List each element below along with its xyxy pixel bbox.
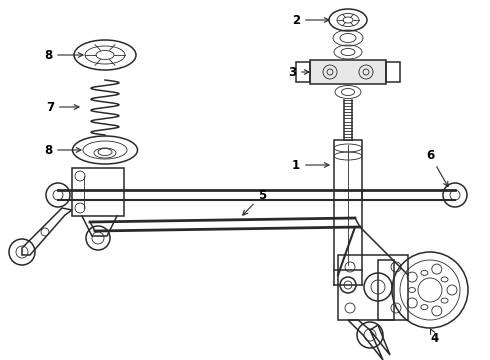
Text: 8: 8: [44, 49, 83, 62]
Text: 1: 1: [292, 158, 329, 171]
Text: 2: 2: [292, 14, 329, 27]
Text: 5: 5: [243, 189, 266, 215]
Bar: [386, 62, 400, 82]
Text: 3: 3: [288, 66, 309, 78]
Bar: [334, 140, 362, 270]
Polygon shape: [310, 60, 386, 84]
Text: 7: 7: [46, 100, 79, 113]
Bar: [378, 260, 394, 320]
Text: 6: 6: [426, 149, 448, 186]
Bar: [296, 62, 310, 82]
Text: 4: 4: [430, 329, 439, 345]
Text: 8: 8: [44, 144, 81, 157]
Bar: [72, 168, 124, 216]
